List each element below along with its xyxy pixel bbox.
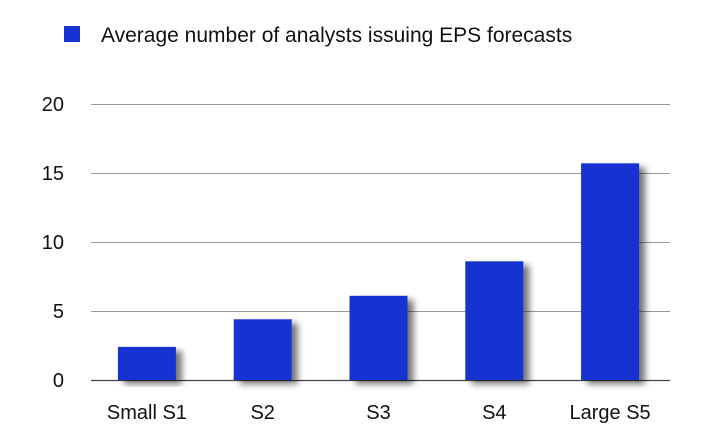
y-tick-label: 20 [42, 94, 64, 116]
x-tick-label: S4 [482, 402, 506, 424]
y-tick-label: 10 [42, 232, 64, 254]
x-tick-label: S2 [250, 402, 274, 424]
bar [581, 163, 640, 380]
legend: Average number of analysts issuing EPS f… [64, 24, 572, 47]
gridlines [91, 104, 670, 382]
bar [117, 346, 176, 380]
bar [233, 319, 292, 380]
x-axis-tick-labels: Small S1 S2 S3 S4 Large S5 [107, 402, 651, 424]
bar [465, 261, 524, 380]
legend-swatch [64, 26, 80, 42]
y-axis-tick-labels: 0 5 10 15 20 [42, 94, 64, 392]
x-tick-label: Large S5 [570, 402, 651, 424]
bar [349, 295, 408, 380]
y-tick-label: 0 [53, 370, 64, 392]
y-tick-label: 5 [53, 301, 64, 323]
legend-label: Average number of analysts issuing EPS f… [101, 24, 572, 47]
y-tick-label: 15 [42, 163, 64, 185]
bars [117, 163, 640, 380]
x-tick-label: Small S1 [107, 402, 187, 424]
x-tick-label: S3 [366, 402, 390, 424]
